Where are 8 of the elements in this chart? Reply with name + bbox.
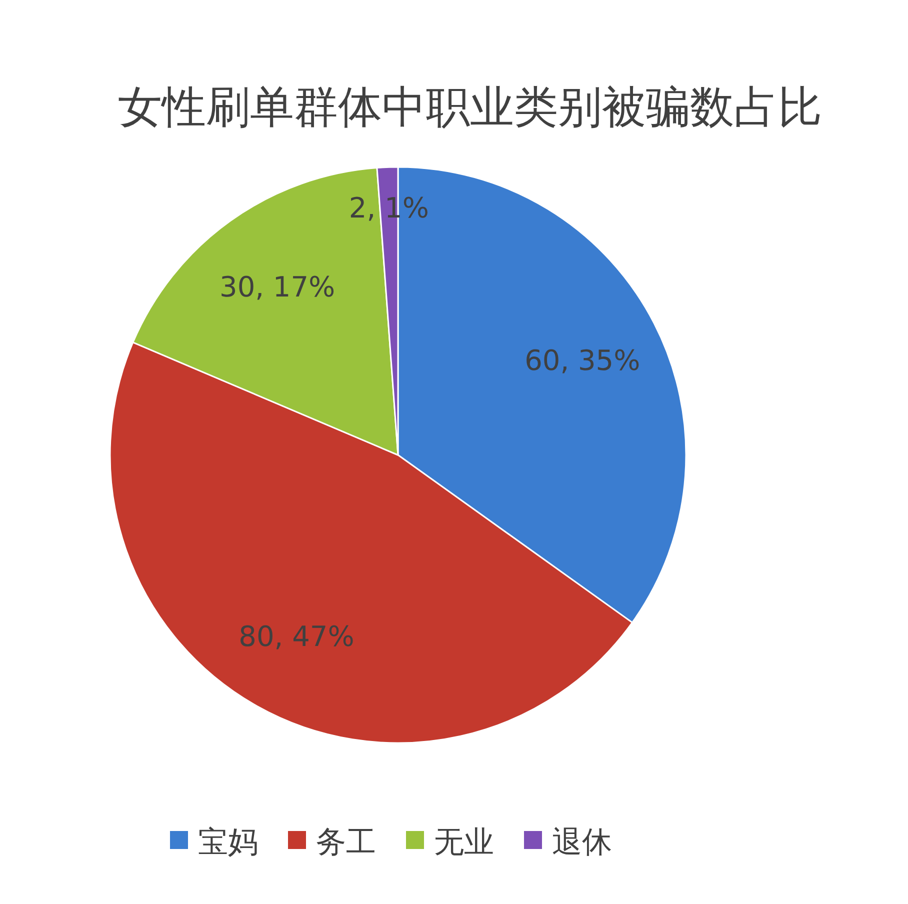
chart-title: 女性刷单群体中职业类别被骗数占比 <box>118 82 822 133</box>
data-label: 60, 35% <box>524 344 640 378</box>
legend-label: 退休 <box>552 825 612 860</box>
data-label: 80, 47% <box>238 620 354 653</box>
legend-label: 务工 <box>316 825 376 860</box>
legend-label: 无业 <box>434 825 494 860</box>
legend-label: 宝妈 <box>198 825 258 860</box>
data-label: 30, 17% <box>220 270 336 304</box>
